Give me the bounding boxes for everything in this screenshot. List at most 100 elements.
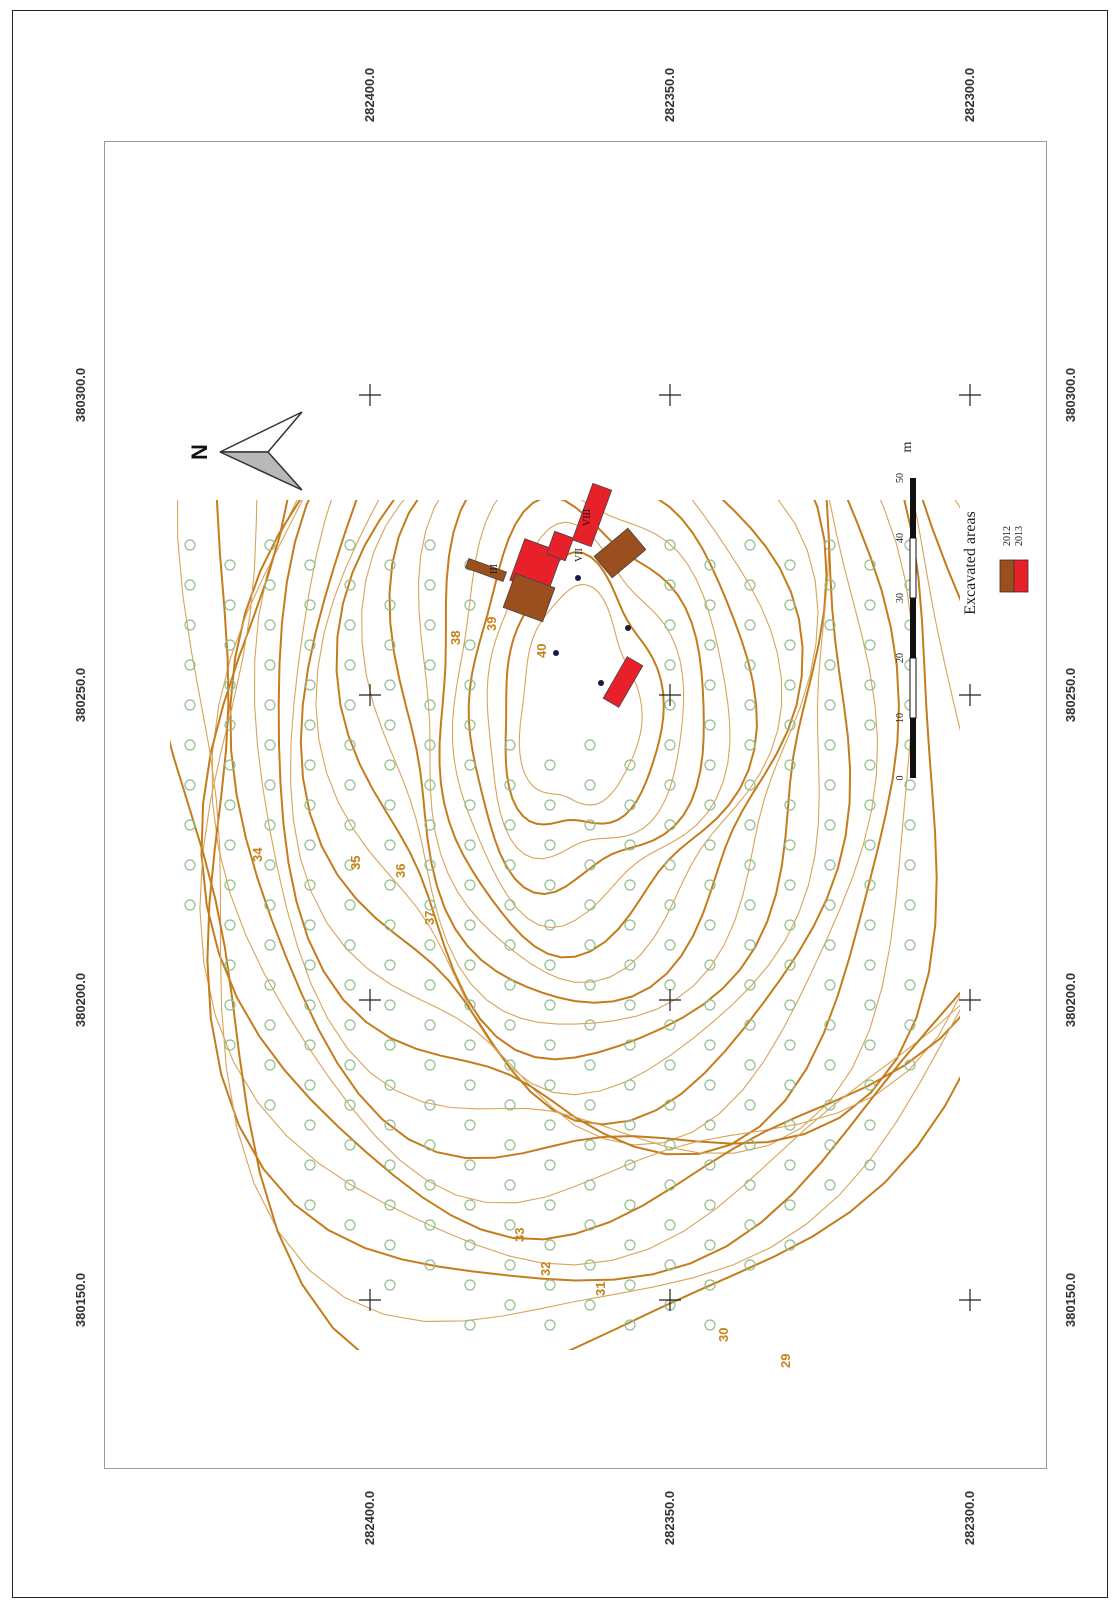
survey-point <box>744 1139 756 1151</box>
survey-point <box>184 899 196 911</box>
survey-point <box>544 1119 556 1131</box>
survey-point <box>664 859 676 871</box>
contour-line <box>388 500 804 1004</box>
survey-point <box>704 879 716 891</box>
survey-point <box>824 619 836 631</box>
survey-point <box>224 879 236 891</box>
survey-point <box>904 899 916 911</box>
scale-tick-30: 30 <box>895 593 906 603</box>
survey-point <box>504 979 516 991</box>
survey-point <box>544 1039 556 1051</box>
survey-point <box>504 819 516 831</box>
contour-line <box>206 500 960 1282</box>
scale-tick-40: 40 <box>895 533 906 543</box>
survey-point <box>624 839 636 851</box>
survey-point <box>704 1159 716 1171</box>
survey-point <box>464 719 476 731</box>
survey-point <box>224 599 236 611</box>
contour-line <box>254 500 914 1154</box>
survey-point <box>344 739 356 751</box>
survey-point <box>544 1319 556 1331</box>
contour-line <box>289 500 879 1146</box>
survey-point <box>824 1179 836 1191</box>
survey-point <box>504 1139 516 1151</box>
survey-point <box>304 559 316 571</box>
survey-point <box>624 879 636 891</box>
survey-point <box>384 879 396 891</box>
survey-point <box>624 919 636 931</box>
survey-point <box>584 979 596 991</box>
survey-point <box>424 659 436 671</box>
survey-point <box>744 1099 756 1111</box>
grid-cross <box>359 384 381 406</box>
contour-label-29: 29 <box>778 1354 793 1368</box>
survey-point <box>584 899 596 911</box>
survey-point <box>584 739 596 751</box>
survey-point <box>464 1079 476 1091</box>
survey-point <box>704 1319 716 1331</box>
legend: Excavated areas 2012 2013 <box>962 511 1029 615</box>
survey-point <box>264 1019 276 1031</box>
survey-point <box>384 1039 396 1051</box>
scale-tick-50: 50 <box>895 473 906 483</box>
survey-point <box>664 979 676 991</box>
survey-point <box>744 619 756 631</box>
test-pit-marker <box>598 680 604 686</box>
survey-point <box>264 699 276 711</box>
survey-point <box>344 659 356 671</box>
survey-point <box>784 839 796 851</box>
survey-point <box>184 699 196 711</box>
survey-point <box>424 979 436 991</box>
survey-point <box>184 539 196 551</box>
survey-point <box>864 1159 876 1171</box>
survey-point <box>664 819 676 831</box>
survey-point <box>384 1239 396 1251</box>
survey-point <box>784 1239 796 1251</box>
survey-point <box>704 839 716 851</box>
survey-point <box>544 959 556 971</box>
survey-point <box>184 819 196 831</box>
grid-label-right-380150: 380150.0 <box>1063 1273 1078 1327</box>
survey-point <box>304 799 316 811</box>
survey-point <box>704 759 716 771</box>
grid-label-top-282400: 282400.0 <box>362 68 377 122</box>
survey-point <box>344 539 356 551</box>
scale-tick-0: 0 <box>895 776 906 781</box>
survey-point <box>264 899 276 911</box>
grid-cross <box>959 384 981 406</box>
survey-point <box>424 859 436 871</box>
survey-point <box>344 779 356 791</box>
survey-point <box>424 779 436 791</box>
survey-point <box>544 839 556 851</box>
survey-point <box>784 639 796 651</box>
contour-label-37: 37 <box>422 911 437 925</box>
survey-point <box>624 1119 636 1131</box>
grid-label-right-380200: 380200.0 <box>1063 973 1078 1027</box>
survey-point <box>344 1019 356 1031</box>
survey-point <box>744 819 756 831</box>
survey-point <box>184 739 196 751</box>
map-frame <box>104 141 1047 1469</box>
survey-point <box>904 979 916 991</box>
survey-point <box>544 1159 556 1171</box>
survey-point <box>264 819 276 831</box>
test-pit-marker <box>575 575 581 581</box>
survey-point <box>424 739 436 751</box>
survey-point <box>424 539 436 551</box>
survey-point <box>224 919 236 931</box>
survey-point <box>664 1099 676 1111</box>
survey-point <box>584 779 596 791</box>
survey-point <box>544 1079 556 1091</box>
grid-cross <box>659 384 681 406</box>
survey-point <box>624 1239 636 1251</box>
survey-point <box>344 1099 356 1111</box>
legend-title: Excavated areas <box>962 511 979 614</box>
scale-bar: 0 10 20 30 40 50 m <box>895 441 917 781</box>
survey-point <box>824 699 836 711</box>
grid-cross <box>359 684 381 706</box>
survey-point <box>664 739 676 751</box>
survey-point <box>664 659 676 671</box>
survey-point <box>464 759 476 771</box>
contour-line <box>170 739 960 1350</box>
survey-point <box>344 939 356 951</box>
